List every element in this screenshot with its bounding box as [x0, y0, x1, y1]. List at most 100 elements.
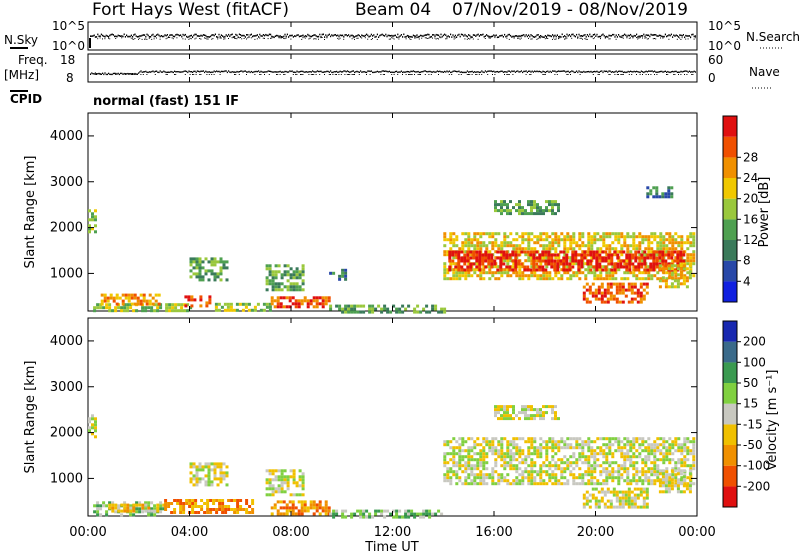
data-cell-9	[344, 307, 348, 311]
data-cell-13	[624, 294, 628, 298]
data-cell-4	[210, 269, 214, 273]
data-cell-10	[545, 271, 549, 275]
data-cell-10	[680, 244, 684, 248]
data-cell-4	[204, 272, 208, 276]
noise-point	[547, 34, 549, 37]
data-cell-4	[213, 275, 217, 279]
data-cell-7	[419, 512, 423, 516]
freq-point	[129, 73, 131, 75]
data-cell-10	[623, 241, 627, 245]
data-cell-13	[585, 297, 589, 301]
data-cell-7	[294, 299, 298, 303]
data-cell-8	[572, 467, 576, 471]
noise-point	[494, 35, 496, 37]
data-cell-8	[497, 452, 501, 456]
data-cell-11	[592, 250, 596, 254]
noise-search-point	[194, 38, 196, 40]
freq-point	[193, 70, 195, 73]
data-cell-6	[271, 276, 275, 280]
freq-point	[609, 70, 611, 72]
data-cell-6	[285, 509, 289, 513]
data-cell-13	[621, 288, 625, 292]
noise-point	[133, 34, 135, 36]
freq-point	[591, 71, 593, 73]
data-cell-10	[642, 496, 646, 500]
freq-point	[571, 70, 573, 72]
data-cell-10	[662, 235, 666, 239]
data-cell-11	[472, 250, 476, 254]
data-cell-12	[530, 206, 533, 210]
freq-point	[466, 70, 468, 72]
data-cell-4	[222, 462, 226, 466]
freq-point	[210, 71, 212, 74]
data-cell-8	[521, 470, 525, 474]
noise-search-point	[205, 37, 207, 39]
data-cell-11	[529, 268, 533, 272]
data-cell-10	[503, 259, 507, 263]
noise-search-point	[429, 37, 431, 39]
noise-point	[153, 35, 155, 38]
data-cell-11	[475, 259, 479, 263]
data-cell-9	[386, 310, 390, 314]
data-cell-4	[195, 465, 199, 469]
data-cell-8	[686, 482, 690, 486]
data-cell-15	[667, 186, 671, 190]
noise-point	[249, 34, 251, 36]
data-cell-10	[611, 277, 615, 281]
data-cell-8	[461, 458, 465, 462]
data-cell-8	[455, 440, 459, 444]
data-cell-6	[312, 503, 316, 507]
noise-search-point	[622, 37, 624, 39]
data-cell-15	[670, 192, 674, 196]
freq-point	[447, 71, 449, 73]
data-cell-8	[587, 482, 591, 486]
data-cell-1	[183, 309, 187, 313]
data-cell-11	[583, 253, 587, 257]
data-cell-3	[224, 505, 228, 508]
data-cell-9	[554, 414, 557, 418]
data-cell-5	[295, 484, 299, 488]
data-cell-8	[473, 479, 477, 483]
data-cell-8	[566, 467, 570, 471]
nave-point	[284, 74, 286, 75]
data-cell-5	[280, 469, 284, 473]
data-cell-10	[569, 238, 573, 242]
data-cell-6	[298, 270, 302, 274]
data-cell-9	[425, 310, 429, 314]
noise-point	[488, 35, 490, 38]
data-cell-6	[283, 264, 287, 268]
freq-point	[360, 70, 362, 72]
data-cell-8	[485, 467, 489, 471]
data-cell-10	[548, 247, 552, 251]
data-cell-8	[593, 458, 597, 462]
data-cell-4	[195, 477, 199, 481]
data-cell-10	[539, 235, 543, 239]
data-cell-8	[578, 458, 582, 462]
data-cell-14	[664, 285, 668, 289]
data-cell-5	[238, 302, 242, 306]
data-cell-8	[686, 449, 690, 453]
freq-point	[678, 71, 680, 73]
data-cell-8	[593, 449, 597, 453]
freq-point	[542, 70, 544, 72]
noise-point	[109, 34, 111, 37]
freq-point	[205, 70, 207, 72]
freq-point	[327, 70, 329, 73]
noise-point	[123, 33, 125, 36]
noise-point	[343, 36, 345, 38]
nave-point	[397, 74, 399, 75]
data-cell-5	[241, 302, 245, 306]
noise-point	[372, 35, 374, 37]
data-cell-10	[596, 274, 600, 278]
freq-point	[142, 71, 144, 73]
data-cell-3	[182, 505, 186, 508]
data-cell-10	[491, 271, 495, 275]
noise-point	[402, 36, 404, 38]
noise-search-point	[440, 37, 442, 39]
data-cell-0	[91, 218, 94, 222]
data-cell-10	[608, 247, 612, 251]
data-cell-11	[664, 475, 668, 479]
data-cell-2	[130, 302, 134, 306]
data-cell-4	[198, 263, 202, 267]
noise-point	[516, 35, 518, 37]
